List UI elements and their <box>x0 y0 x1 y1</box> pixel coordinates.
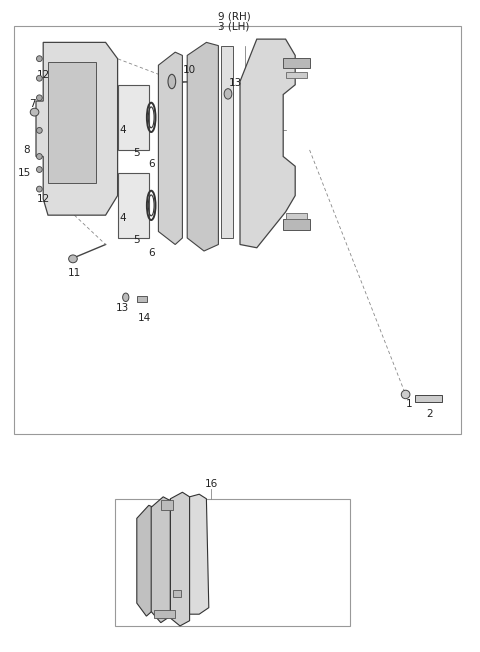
Bar <box>118 85 149 150</box>
Text: 8: 8 <box>23 145 30 155</box>
Text: 6: 6 <box>148 159 155 170</box>
Bar <box>173 590 181 597</box>
Text: 14: 14 <box>137 312 151 323</box>
Polygon shape <box>151 497 170 623</box>
Bar <box>14 26 461 434</box>
Bar <box>415 395 442 402</box>
Bar <box>115 499 350 626</box>
Bar <box>283 58 310 68</box>
Text: 5: 5 <box>133 235 140 245</box>
Ellipse shape <box>36 186 42 192</box>
Bar <box>283 219 310 230</box>
Ellipse shape <box>69 255 77 263</box>
Polygon shape <box>170 492 190 626</box>
Text: 2: 2 <box>426 409 433 419</box>
Ellipse shape <box>36 76 42 81</box>
Polygon shape <box>158 52 182 244</box>
Bar <box>286 72 307 78</box>
Text: 12: 12 <box>36 70 50 80</box>
Text: 3 (LH): 3 (LH) <box>218 21 250 31</box>
Text: 9 (RH): 9 (RH) <box>218 11 251 22</box>
Bar <box>161 500 173 510</box>
Bar <box>118 173 149 238</box>
Text: 6: 6 <box>148 248 155 258</box>
Ellipse shape <box>36 128 42 133</box>
Text: 15: 15 <box>17 168 31 178</box>
Text: 5: 5 <box>133 148 140 158</box>
Polygon shape <box>187 42 218 251</box>
Ellipse shape <box>123 293 129 301</box>
Text: 7: 7 <box>29 98 36 109</box>
Ellipse shape <box>401 390 410 398</box>
Bar <box>286 213 307 219</box>
Ellipse shape <box>36 153 42 160</box>
Bar <box>221 46 233 238</box>
Ellipse shape <box>36 166 42 172</box>
Ellipse shape <box>36 95 42 101</box>
Polygon shape <box>36 42 118 215</box>
Text: 13: 13 <box>228 78 242 88</box>
Polygon shape <box>137 505 156 616</box>
Ellipse shape <box>168 74 176 89</box>
Ellipse shape <box>30 108 39 116</box>
Ellipse shape <box>36 55 42 61</box>
Text: 11: 11 <box>68 267 81 278</box>
Text: 4: 4 <box>119 125 126 136</box>
Text: 1: 1 <box>406 399 412 409</box>
Text: 4: 4 <box>119 213 126 224</box>
Text: 16: 16 <box>204 479 218 489</box>
Bar <box>154 610 175 618</box>
Polygon shape <box>240 39 295 248</box>
Ellipse shape <box>224 89 232 99</box>
Text: 13: 13 <box>116 303 129 314</box>
Bar <box>137 296 147 302</box>
Polygon shape <box>190 494 209 614</box>
Text: 12: 12 <box>36 194 50 204</box>
Text: 10: 10 <box>183 65 196 76</box>
Bar <box>48 62 96 183</box>
